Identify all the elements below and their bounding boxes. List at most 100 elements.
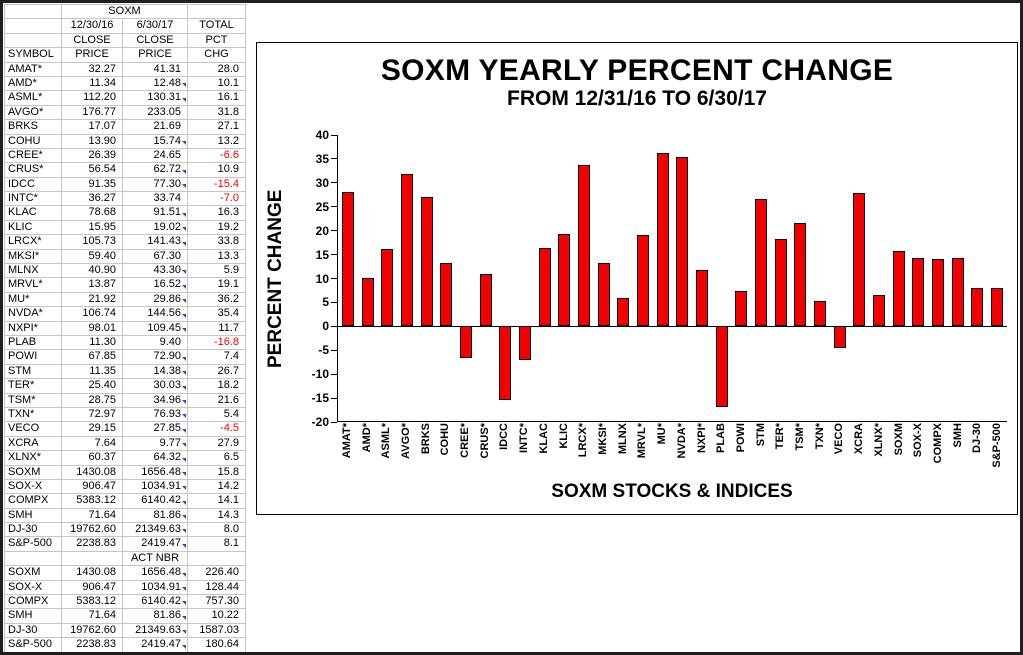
cell-close-start[interactable]: 105.73 <box>62 235 123 250</box>
cell-symbol[interactable]: MRVL* <box>5 278 62 293</box>
cell-symbol[interactable]: SMH <box>5 609 62 624</box>
cell-close-end[interactable]: 24.65 <box>123 148 188 164</box>
cell-close-end[interactable]: 29.86 <box>123 292 188 308</box>
cell-close-end[interactable]: 19.02 <box>123 220 188 236</box>
cell-symbol[interactable]: AVGO* <box>5 105 62 121</box>
cell-close-end[interactable]: 30.03 <box>123 379 188 394</box>
cell-pct-chg[interactable]: 11.7 <box>188 321 246 336</box>
cell-symbol[interactable]: STM <box>5 364 62 380</box>
cell-close-start[interactable]: 19762.60 <box>62 523 123 538</box>
cell-pct-chg[interactable]: -4.5 <box>188 422 246 437</box>
cell-close-end[interactable]: 1034.91 <box>123 580 188 596</box>
cell-close-start[interactable]: 29.15 <box>62 422 123 437</box>
cell-close-end[interactable]: 1656.48 <box>123 465 188 480</box>
cell-symbol[interactable]: SOX-X <box>5 580 62 596</box>
cell-close-end[interactable]: 2419.47 <box>123 638 188 652</box>
cell-pct-chg[interactable]: 19.2 <box>188 220 246 236</box>
cell-close-end[interactable]: 130.31 <box>123 91 188 106</box>
cell-pct-chg[interactable]: 5.4 <box>188 407 246 423</box>
cell-symbol[interactable]: ASML* <box>5 91 62 106</box>
blank-cell[interactable] <box>5 19 62 34</box>
cell-pct-chg[interactable]: 21.6 <box>188 393 246 408</box>
cell-close-end[interactable]: 14.38 <box>123 364 188 380</box>
cell-symbol[interactable]: SOXM <box>5 566 62 581</box>
cell-close-start[interactable]: 98.01 <box>62 321 123 336</box>
cell-pct-chg[interactable]: 180.64 <box>188 638 246 652</box>
cell-close-end[interactable]: 72.90 <box>123 350 188 365</box>
cell-close-start[interactable]: 67.85 <box>62 350 123 365</box>
cell-close-start[interactable]: 40.90 <box>62 264 123 279</box>
cell-close-start[interactable]: 56.54 <box>62 163 123 178</box>
cell-close-start[interactable]: 36.27 <box>62 192 123 207</box>
header-price-1[interactable]: PRICE <box>62 48 123 63</box>
cell-symbol[interactable]: COMPX <box>5 494 62 509</box>
cell-pct-chg[interactable]: 27.9 <box>188 436 246 452</box>
cell-close-end[interactable]: 81.86 <box>123 508 188 524</box>
header-close-2[interactable]: CLOSE <box>123 33 188 49</box>
cell-pct-chg[interactable]: 226.40 <box>188 566 246 581</box>
cell-symbol[interactable]: CRUS* <box>5 163 62 178</box>
cell-close-start[interactable]: 5383.12 <box>62 595 123 610</box>
cell-pct-chg[interactable]: 10.1 <box>188 76 246 92</box>
cell-pct-chg[interactable]: 757.30 <box>188 595 246 610</box>
cell-close-end[interactable]: 21.69 <box>123 120 188 135</box>
header-pct[interactable]: PCT <box>188 33 246 49</box>
cell-pct-chg[interactable]: 8.1 <box>188 537 246 552</box>
cell-close-end[interactable]: 34.96 <box>123 393 188 408</box>
cell-symbol[interactable]: IDCC <box>5 177 62 193</box>
cell-close-start[interactable]: 32.27 <box>62 62 123 77</box>
header-date-2[interactable]: 6/30/17 <box>123 19 188 34</box>
cell-close-start[interactable]: 2238.83 <box>62 537 123 552</box>
cell-pct-chg[interactable]: 33.8 <box>188 235 246 250</box>
header-close-1[interactable]: CLOSE <box>62 33 123 49</box>
blank-cell[interactable] <box>188 5 246 20</box>
cell-symbol[interactable]: LRCX* <box>5 235 62 250</box>
cell-pct-chg[interactable]: 35.4 <box>188 307 246 322</box>
cell-close-start[interactable]: 71.64 <box>62 609 123 624</box>
act-nbr-header[interactable]: ACT NBR <box>123 551 188 567</box>
cell-pct-chg[interactable]: 28.0 <box>188 62 246 77</box>
cell-close-end[interactable]: 6140.42 <box>123 595 188 610</box>
cell-pct-chg[interactable]: 6.5 <box>188 451 246 466</box>
cell-symbol[interactable]: SMH <box>5 508 62 524</box>
cell-pct-chg[interactable]: 10.9 <box>188 163 246 178</box>
cell-close-start[interactable]: 11.34 <box>62 76 123 92</box>
cell-close-end[interactable]: 144.56 <box>123 307 188 322</box>
cell-symbol[interactable]: POWI <box>5 350 62 365</box>
cell-symbol[interactable]: MLNX <box>5 264 62 279</box>
cell-close-start[interactable]: 19762.60 <box>62 623 123 639</box>
cell-close-start[interactable]: 15.95 <box>62 220 123 236</box>
cell-close-end[interactable]: 12.48 <box>123 76 188 92</box>
cell-symbol[interactable]: KLIC <box>5 220 62 236</box>
cell-pct-chg[interactable]: 16.3 <box>188 206 246 221</box>
cell-symbol[interactable]: NXPI* <box>5 321 62 336</box>
cell-pct-chg[interactable]: 31.8 <box>188 105 246 121</box>
cell-close-end[interactable]: 27.85 <box>123 422 188 437</box>
cell-symbol[interactable]: SOXM <box>5 465 62 480</box>
cell-pct-chg[interactable]: -15.4 <box>188 177 246 193</box>
cell-pct-chg[interactable]: 8.0 <box>188 523 246 538</box>
cell-pct-chg[interactable]: 128.44 <box>188 580 246 596</box>
cell-symbol[interactable]: DJ-30 <box>5 623 62 639</box>
cell-pct-chg[interactable]: -7.0 <box>188 192 246 207</box>
header-price-2[interactable]: PRICE <box>123 48 188 63</box>
cell-close-end[interactable]: 33.74 <box>123 192 188 207</box>
cell-close-start[interactable]: 28.75 <box>62 393 123 408</box>
cell-symbol[interactable]: MU* <box>5 292 62 308</box>
blank-cell[interactable] <box>5 33 62 49</box>
cell-close-start[interactable]: 11.35 <box>62 364 123 380</box>
cell-pct-chg[interactable]: 18.2 <box>188 379 246 394</box>
cell-pct-chg[interactable]: 14.1 <box>188 494 246 509</box>
cell-symbol[interactable]: TSM* <box>5 393 62 408</box>
cell-close-end[interactable]: 2419.47 <box>123 537 188 552</box>
cell-close-start[interactable]: 11.30 <box>62 335 123 351</box>
cell-close-end[interactable]: 9.77 <box>123 436 188 452</box>
cell-pct-chg[interactable]: 13.3 <box>188 249 246 265</box>
blank-cell[interactable] <box>5 551 62 567</box>
cell-symbol[interactable]: BRKS <box>5 120 62 135</box>
cell-pct-chg[interactable]: -6.6 <box>188 148 246 164</box>
cell-symbol[interactable]: AMD* <box>5 76 62 92</box>
cell-close-end[interactable]: 64.32 <box>123 451 188 466</box>
cell-close-end[interactable]: 76.93 <box>123 407 188 423</box>
cell-close-end[interactable]: 91.51 <box>123 206 188 221</box>
